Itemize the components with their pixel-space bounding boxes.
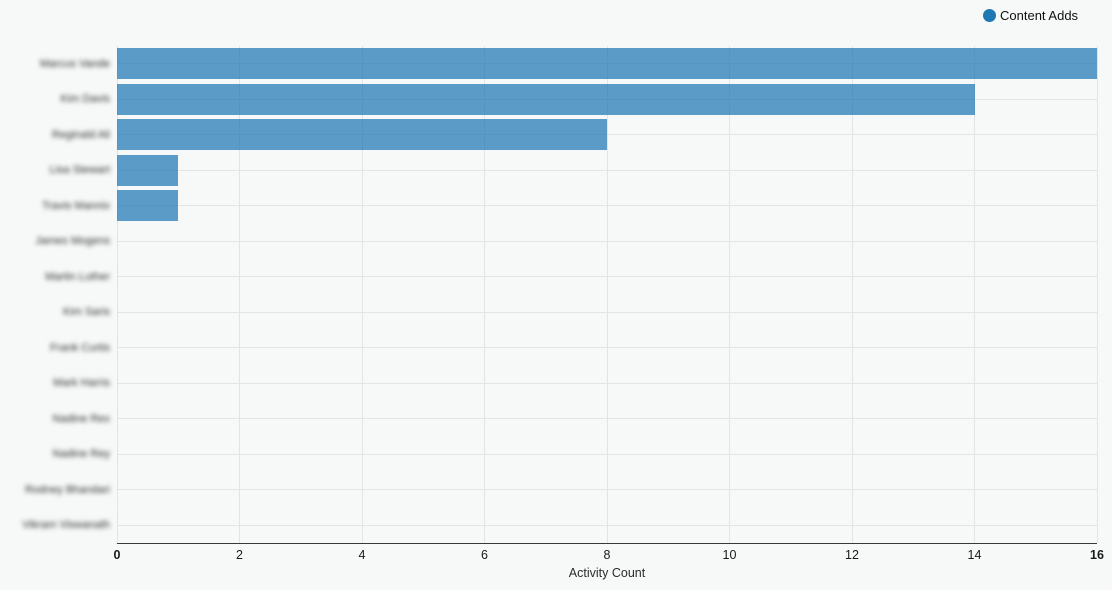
- y-axis-label: Mark Harris: [53, 377, 110, 390]
- x-gridline: [361, 46, 363, 543]
- legend-item-content-adds[interactable]: Content Adds: [983, 8, 1078, 23]
- y-axis-label: Lisa Stewart: [49, 164, 110, 177]
- y-axis-label: Kim Saris: [62, 306, 110, 319]
- y-axis-label: Nadine Rey: [52, 448, 110, 461]
- y-axis-label: Rodney Bhandari: [24, 483, 110, 496]
- x-tick-label: 0: [113, 548, 121, 562]
- x-tick-label: 8: [603, 548, 611, 562]
- y-gridline: [117, 134, 1097, 136]
- y-gridline: [117, 240, 1097, 242]
- x-tick-label: 12: [845, 548, 859, 562]
- x-gridline: [116, 46, 118, 543]
- x-gridline: [1096, 46, 1098, 543]
- x-tick-label: 14: [967, 548, 982, 562]
- y-axis-label: Reginald Ali: [51, 128, 110, 141]
- y-axis-label: Frank Curtis: [50, 341, 110, 354]
- y-axis-label: Vikram Viswanath: [22, 519, 110, 532]
- y-gridline: [117, 169, 1097, 171]
- y-gridline: [117, 453, 1097, 455]
- y-gridline: [117, 489, 1097, 491]
- bar-content-adds: [117, 119, 607, 151]
- x-gridline: [606, 46, 608, 543]
- y-axis-label: Marcus Vande: [39, 57, 110, 70]
- y-gridline: [117, 276, 1097, 278]
- x-tick-label: 4: [358, 548, 366, 562]
- x-tick-label: 2: [236, 548, 243, 562]
- y-axis-label: Travis Mannix: [41, 199, 110, 212]
- bar-content-adds: [117, 154, 179, 186]
- x-tick-label: 6: [481, 548, 488, 562]
- plot-area: [116, 46, 1098, 544]
- x-axis-ticks: 0 2 4 6 8 10 12 14 16: [113, 548, 1104, 564]
- y-axis-labels: Marcus Vande Kim Davis Reginald Ali Lisa St…: [0, 46, 110, 543]
- y-gridline: [117, 347, 1097, 349]
- y-gridline: [117, 418, 1097, 420]
- x-gridline: [974, 46, 975, 543]
- bar-content-adds: [117, 48, 1097, 80]
- y-axis-label: James Mogens: [35, 235, 110, 248]
- x-tick-label: 16: [1090, 548, 1104, 562]
- x-gridline: [729, 46, 730, 543]
- x-gridline: [484, 46, 485, 543]
- legend-dot-icon: [983, 9, 996, 22]
- legend-label: Content Adds: [1000, 8, 1079, 23]
- y-gridline: [117, 524, 1097, 526]
- x-axis-title: Activity Count: [568, 566, 646, 580]
- x-tick-label: 10: [722, 548, 737, 562]
- bar-content-adds: [117, 190, 179, 222]
- y-gridline: [117, 205, 1097, 207]
- y-gridline: [117, 311, 1097, 313]
- y-axis-label: Martin Luther: [45, 270, 110, 283]
- y-axis-label: Nadine Rex: [52, 412, 110, 425]
- y-axis-label: Kim Davis: [60, 93, 110, 106]
- x-gridline: [851, 46, 853, 543]
- x-gridline: [239, 46, 240, 543]
- y-gridline: [117, 382, 1097, 384]
- bar-content-adds: [117, 83, 975, 115]
